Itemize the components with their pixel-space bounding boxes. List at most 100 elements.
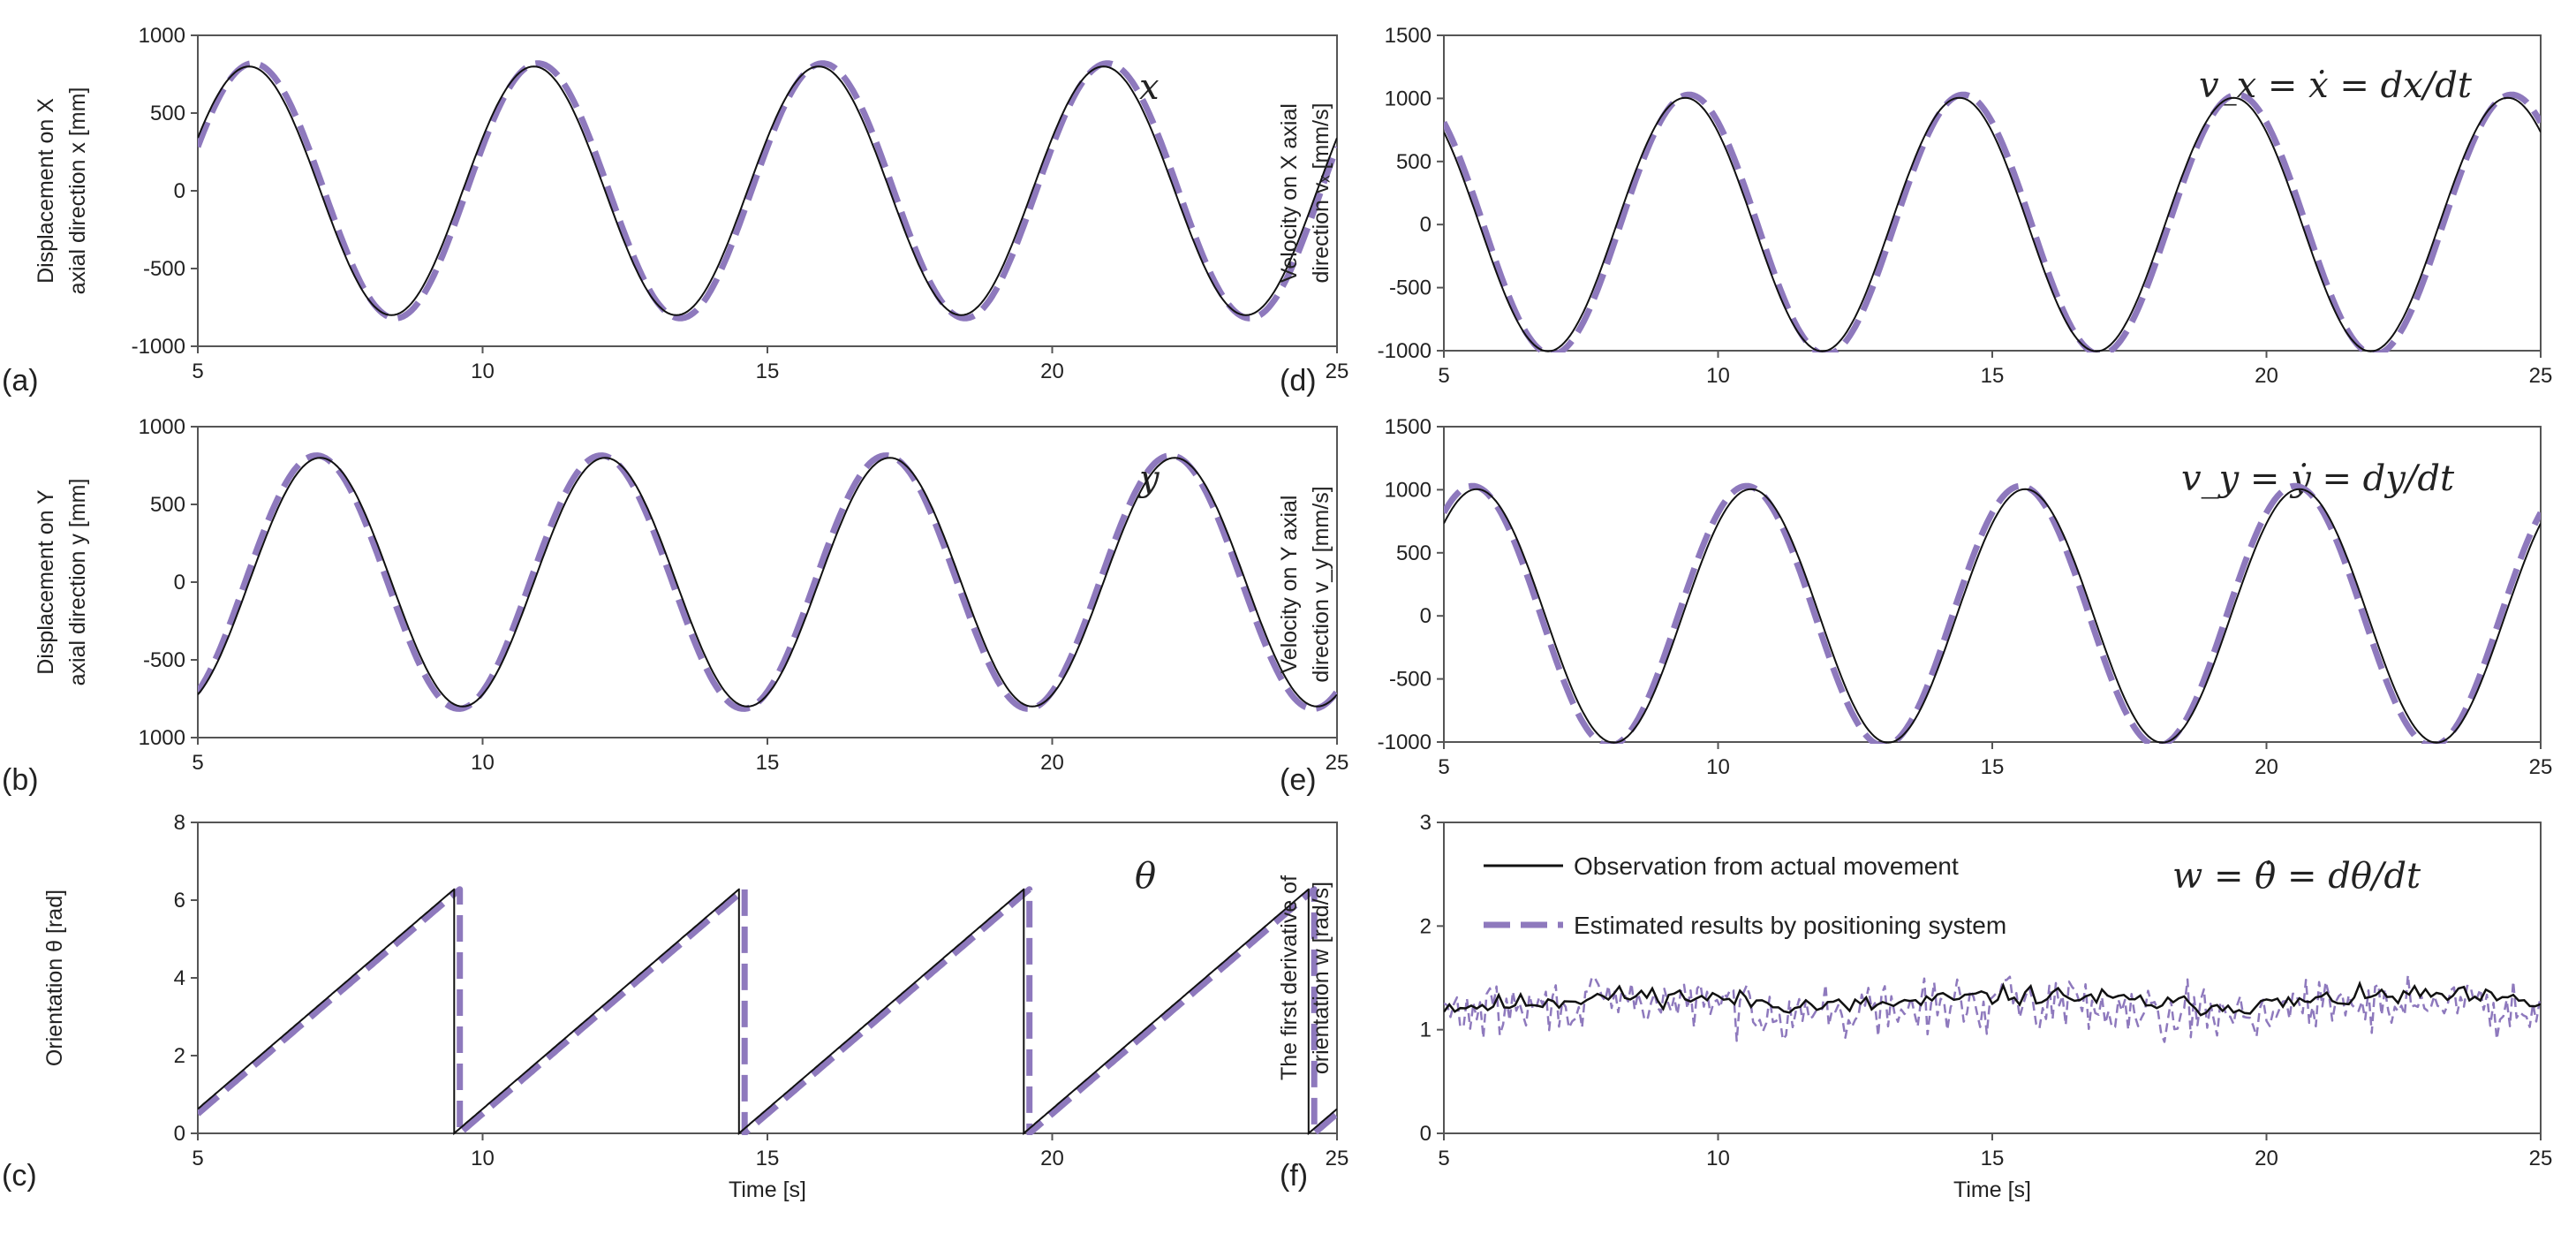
y-axis-label-line1: The first derivative of xyxy=(1277,875,1302,1080)
y-axis-label-line1: Displacement on X xyxy=(34,98,58,284)
y-axis-label-line2: direction v_y [mm/s] xyxy=(1309,486,1333,682)
series-observed-line xyxy=(198,457,1337,708)
panel-label: (a) xyxy=(2,364,39,398)
x-tick-label: 5 xyxy=(1438,364,1449,388)
panel-d: -1000 -500 0 500 1000 1500 5 10 15 20 25 Velocity o… xyxy=(1277,24,2552,398)
x-tick-label: 15 xyxy=(1981,1147,2005,1170)
x-tick-label: 15 xyxy=(1981,755,2005,779)
panel-label: (b) xyxy=(2,763,39,797)
x-tick-label: 10 xyxy=(1706,755,1730,779)
x-tick-label: 20 xyxy=(2255,364,2278,388)
series-observed-line xyxy=(198,888,1337,1135)
y-tick-label: -500 xyxy=(143,648,185,672)
y-axis-label-line1: Velocity on X axial xyxy=(1277,103,1302,283)
y-tick-label: 1 xyxy=(1420,1019,1432,1042)
x-tick-label: 15 xyxy=(1981,364,2005,388)
x-axis-label: Time [s] xyxy=(1953,1178,2031,1202)
series-observed-line xyxy=(1444,96,2541,352)
y-tick-label: 1000 xyxy=(139,24,185,48)
equation-annotation: θ xyxy=(1135,856,1156,897)
y-tick-label: 0 xyxy=(1420,213,1432,237)
y-axis-label-line2: axial direction x [mm] xyxy=(65,87,90,295)
y-tick-label: 500 xyxy=(1396,541,1432,565)
panel-label: (f) xyxy=(1280,1159,1308,1193)
x-tick-label: 20 xyxy=(2255,1147,2278,1170)
x-tick-label: 25 xyxy=(2529,755,2553,779)
series-estimated-line xyxy=(198,452,1337,712)
series-observed-line xyxy=(198,65,1337,316)
equation-annotation: w = θ̇ = dθ/dt xyxy=(2172,856,2421,897)
y-tick-label: -500 xyxy=(143,257,185,281)
x-tick-label: 15 xyxy=(756,1147,780,1170)
y-tick-label: -1000 xyxy=(1378,731,1432,754)
x-tick-label: 10 xyxy=(471,360,495,383)
series-estimated-line xyxy=(1444,973,2541,1043)
y-tick-label: 3 xyxy=(1420,811,1432,835)
y-tick-label: 500 xyxy=(150,102,185,125)
y-tick-label: 0 xyxy=(174,571,185,594)
x-tick-label: 10 xyxy=(1706,1147,1730,1170)
panel-f: 0 1 2 3 5 10 15 20 25 The first derivative of orie… xyxy=(1277,811,2552,1202)
x-tick-label: 10 xyxy=(471,751,495,775)
y-tick-label: 1000 xyxy=(139,726,185,750)
x-axis-label: Time [s] xyxy=(729,1178,806,1202)
series-observed-line xyxy=(1444,981,2541,1017)
y-tick-label: 1000 xyxy=(1385,87,1432,110)
y-tick-label: 1000 xyxy=(139,415,185,439)
y-tick-label: 0 xyxy=(174,179,185,203)
panel-label: (e) xyxy=(1280,763,1317,797)
series-estimated-line xyxy=(1444,482,2541,744)
x-tick-label: 25 xyxy=(1326,360,1349,383)
y-tick-label: -500 xyxy=(1389,276,1432,300)
y-tick-label: 0 xyxy=(1420,1122,1432,1146)
x-tick-label: 10 xyxy=(471,1147,495,1170)
y-tick-label: 8 xyxy=(174,811,185,835)
legend: Observation from actual movement Estimate… xyxy=(1484,852,2006,939)
y-tick-label: -1000 xyxy=(1378,339,1432,363)
x-tick-label: 15 xyxy=(756,360,780,383)
x-tick-label: 20 xyxy=(1040,751,1064,775)
series-observed-line xyxy=(1444,488,2541,744)
y-tick-label: 1500 xyxy=(1385,415,1432,439)
y-tick-label: 500 xyxy=(1396,150,1432,174)
x-tick-label: 5 xyxy=(1438,1147,1449,1170)
panel-e: -1000 -500 0 500 1000 1500 5 10 15 20 25 Velocity o… xyxy=(1277,415,2552,797)
x-tick-label: 25 xyxy=(1326,751,1349,775)
x-tick-label: 25 xyxy=(1326,1147,1349,1170)
x-tick-label: 25 xyxy=(2529,1147,2553,1170)
y-tick-label: 1500 xyxy=(1385,24,1432,48)
y-tick-label: 1000 xyxy=(1385,478,1432,502)
y-axis-label-line2: axial direction y [mm] xyxy=(65,479,90,686)
y-tick-label: 0 xyxy=(174,1122,185,1146)
y-tick-label: 2 xyxy=(174,1044,185,1068)
series-estimated-line xyxy=(198,60,1337,322)
equation-annotation: v_y = ẏ = dy/dt xyxy=(2181,458,2455,499)
legend-estimated-label: Estimated results by positioning system xyxy=(1574,912,2006,939)
y-axis-label-line1: Displacement on Y xyxy=(34,489,58,675)
x-tick-label: 20 xyxy=(2255,755,2278,779)
plot-frame xyxy=(197,822,1338,1134)
y-tick-label: 6 xyxy=(174,889,185,913)
x-tick-label: 10 xyxy=(1706,364,1730,388)
y-axis-label-line1: Orientation θ [rad] xyxy=(42,890,67,1066)
panel-label: (c) xyxy=(2,1159,37,1193)
y-tick-label: 500 xyxy=(150,493,185,517)
x-tick-label: 20 xyxy=(1040,1147,1064,1170)
panel-b: 1000 -500 0 500 1000 5 10 15 20 25 Displacement on… xyxy=(2,415,1348,797)
y-tick-label: 4 xyxy=(174,966,185,990)
panel-label: (d) xyxy=(1280,364,1317,398)
panel-a: -1000 -500 0 500 1000 5 10 15 20 25 Displacement o… xyxy=(2,24,1348,398)
x-tick-label: 5 xyxy=(192,1147,203,1170)
x-tick-label: 5 xyxy=(192,751,203,775)
series-estimated-line xyxy=(198,886,1337,1135)
x-tick-label: 20 xyxy=(1040,360,1064,383)
y-axis-label-line2: orientation w [rad/s] xyxy=(1309,882,1333,1074)
y-axis-label-line2: direction vₓ [mm/s] xyxy=(1309,102,1333,283)
x-tick-label: 25 xyxy=(2529,364,2553,388)
panel-c: 0 2 4 6 8 5 10 15 20 25 Orientation θ [rad] (c) θ Tim… xyxy=(2,811,1348,1202)
y-tick-label: 0 xyxy=(1420,604,1432,628)
x-tick-label: 5 xyxy=(192,360,203,383)
y-tick-label: -500 xyxy=(1389,668,1432,692)
y-tick-label: 2 xyxy=(1420,914,1432,938)
